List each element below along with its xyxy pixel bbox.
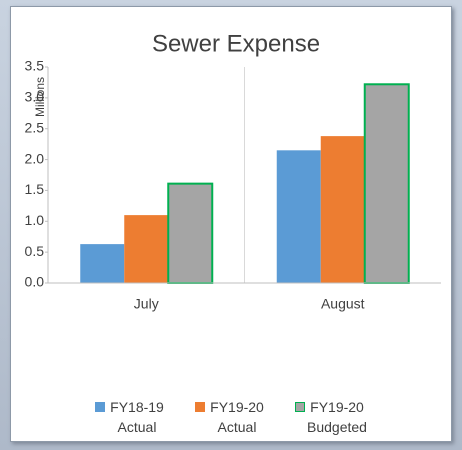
y-tick-label: 0.5 [25, 243, 45, 259]
legend-label: FY19-20 Budgeted [307, 399, 367, 435]
y-tick-label: 2.0 [25, 150, 45, 166]
bar [276, 150, 321, 283]
chart-title: Sewer Expense [152, 30, 320, 57]
legend-label: FY18-19 Actual [110, 399, 164, 435]
y-tick-label: 3.0 [25, 89, 45, 105]
bar [80, 244, 125, 283]
legend-item: FY18-19 Actual [85, 397, 177, 437]
legend-item: FY19-20 Actual [185, 397, 277, 437]
legend-swatch [95, 402, 105, 412]
chart: Sewer Expense Millions 0.0 0.5 1.0 1.5 2.0 2.… [25, 30, 441, 312]
y-tick-label: 2.5 [25, 119, 45, 135]
legend-item: FY19-20 Budgeted [285, 397, 377, 437]
y-tick-label: 1.5 [25, 181, 45, 197]
y-tick-label: 1.0 [25, 212, 45, 228]
chart-panel: Sewer Expense Millions 0.0 0.5 1.0 1.5 2.0 2.… [10, 6, 452, 442]
legend-swatch [295, 402, 305, 412]
bar [167, 182, 214, 284]
bar [124, 215, 169, 283]
y-axis-label: Millions [33, 77, 47, 117]
legend-label: FY19-20 Actual [210, 399, 264, 435]
x-tick-label: August [321, 296, 365, 312]
legend-swatch [195, 402, 205, 412]
legend: FY18-19 Actual FY19-20 Actual FY19-20 Budg… [11, 397, 451, 437]
y-tick-label: 0.0 [25, 274, 45, 290]
bar [320, 136, 365, 283]
x-tick-label: July [134, 296, 159, 312]
bar [363, 83, 410, 284]
y-tick-label: 3.5 [25, 58, 45, 74]
